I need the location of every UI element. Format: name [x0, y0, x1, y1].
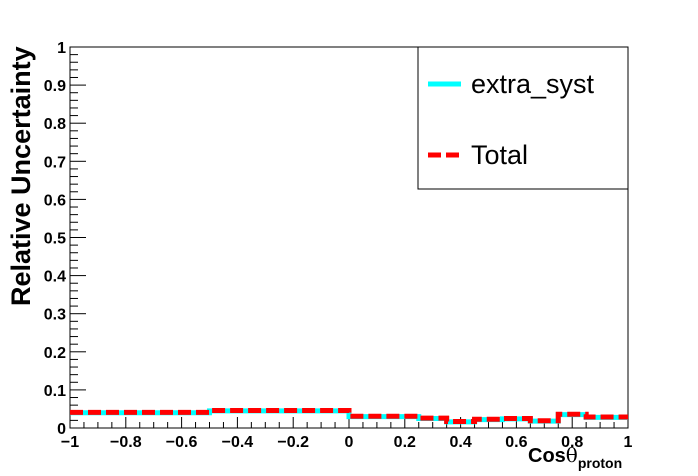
legend: extra_syst Total	[417, 46, 629, 190]
y-tick-label: 0.9	[44, 78, 66, 95]
x-tick-label: 0.2	[394, 434, 416, 451]
legend-label-total: Total	[471, 140, 528, 170]
tick-labels: −1 −0.8 −0.6 −0.4 −0.2 0 0.2 0.4 0.6 0.8 1 0 0.1 0.2 0…	[44, 40, 633, 451]
y-tick-label: 0.4	[44, 269, 66, 286]
x-tick-label: 1	[624, 434, 633, 451]
y-axis-title: Relative Uncertainty	[6, 46, 36, 306]
x-tick-label: 0	[345, 434, 354, 451]
series-line-total	[70, 407, 628, 425]
y-tick-label: 0.8	[44, 116, 66, 133]
x-tick-label: −0.4	[222, 434, 254, 451]
y-tick-label: 0.7	[44, 154, 66, 171]
x-tick-label: 0.6	[505, 434, 527, 451]
y-tick-label: 0	[57, 421, 66, 438]
x-tick-label: −1	[61, 434, 79, 451]
x-tick-label: 0.8	[561, 434, 583, 451]
legend-label-extra-syst: extra_syst	[471, 69, 595, 99]
y-tick-label: 0.6	[44, 192, 66, 209]
y-tick-label: 0.2	[44, 345, 66, 362]
x-tick-label: −0.8	[110, 434, 142, 451]
legend-box	[417, 46, 629, 190]
series-layer	[70, 407, 628, 425]
axis-ticks	[69, 46, 629, 429]
x-axis-title: Cosθproton	[528, 443, 622, 471]
x-axis-title-symbol: θ	[566, 443, 578, 467]
x-axis-title-main: Cos	[528, 445, 566, 467]
y-tick-label: 0.3	[44, 307, 66, 324]
y-tick-label: 0.5	[44, 231, 66, 248]
y-tick-label: 0.1	[44, 383, 66, 400]
x-tick-label: −0.2	[277, 434, 309, 451]
x-tick-label: −0.6	[166, 434, 198, 451]
x-axis-title-sub: proton	[578, 455, 622, 471]
y-tick-label: 1	[57, 40, 66, 57]
x-tick-label: 0.4	[449, 434, 471, 451]
